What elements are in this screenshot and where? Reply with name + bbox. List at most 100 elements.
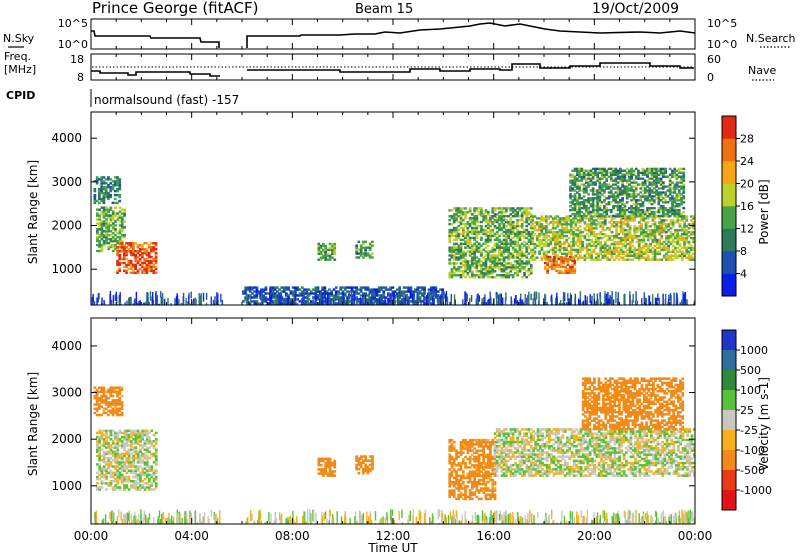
heatmap-cell [491,246,495,249]
heatmap-cell [489,230,492,234]
heatmap-cell [464,264,467,267]
heatmap-cell [641,203,645,206]
heatmap-cell [514,224,517,228]
heatmap-cell [653,187,656,190]
heatmap-cell [477,220,481,224]
heatmap-cell [127,267,131,271]
heatmap-cell [152,488,156,491]
heatmap-cell [127,250,131,253]
heatmap-cell [150,473,154,477]
heatmap-cell [556,254,559,257]
heatmap-cell [657,195,661,198]
heatmap-cell [659,169,663,172]
heatmap-cell [375,302,379,305]
heatmap-cell [102,188,106,191]
heatmap-cell [646,197,649,200]
heatmap-cell [685,250,689,253]
heatmap-cell [523,274,526,277]
heatmap-cell [640,219,643,222]
heatmap-cell [102,429,106,433]
speckle-mark [658,297,660,305]
heatmap-cell [123,480,126,483]
heatmap-cell [650,203,654,206]
heatmap-cell [619,177,622,180]
heatmap-cell [582,214,586,218]
heatmap-cell [576,210,579,214]
heatmap-cell [253,296,256,299]
heatmap-cell [480,238,483,241]
heatmap-cell [557,263,561,267]
heatmap-cell [502,266,506,269]
heatmap-cell [674,254,677,257]
speckle-mark [135,291,138,305]
heatmap-cell [324,250,327,253]
heatmap-cell [560,246,564,250]
heatmap-cell [591,175,595,178]
heatmap-cell [642,250,646,253]
heatmap-cell [114,477,117,481]
heatmap-cell [523,240,526,243]
heatmap-cell [450,256,454,259]
heatmap-cell [673,208,677,212]
heatmap-cell [658,246,661,250]
heatmap-cell [150,267,153,271]
heatmap-cell [682,197,686,200]
heatmap-cell [255,290,259,293]
heatmap-cell [109,394,113,398]
heatmap-cell [668,199,672,202]
heatmap-cell [601,233,605,236]
heatmap-cell [107,409,110,413]
heatmap-cell [495,230,499,234]
heatmap-cell [95,199,99,203]
heatmap-cell [525,220,529,224]
heatmap-cell [244,288,247,291]
heatmap-cell [125,253,128,257]
heatmap-cell [127,444,131,447]
heatmap-cell [572,233,575,236]
heatmap-cell [484,274,488,277]
speckle-mark [667,302,669,305]
heatmap-cell [300,298,304,301]
heatmap-cell [136,250,140,253]
heatmap-cell [573,175,577,178]
speckle-mark [581,302,583,305]
heatmap-cell [468,207,472,210]
heatmap-cell [690,246,693,250]
heatmap-cell [489,258,492,261]
heatmap-cell [664,208,667,212]
speckle-mark [496,292,499,299]
heatmap-cell [118,444,122,447]
heatmap-cell [592,242,596,246]
heatmap-cell [583,236,587,240]
heatmap-cell [660,242,664,246]
heatmap-cell [563,246,566,250]
heatmap-cell [102,210,106,213]
heatmap-cell [635,252,639,255]
heatmap-cell [596,197,599,200]
heatmap-cell [583,258,587,261]
heatmap-cell [653,240,657,244]
heatmap-cell [498,260,501,263]
heatmap-cell [152,446,156,449]
heatmap-cell [120,461,124,464]
heatmap-cell [480,252,483,255]
heatmap-cell [603,171,606,174]
heatmap-cell [599,221,603,224]
heatmap-cell [671,175,674,178]
heatmap-cell [141,446,144,449]
heatmap-cell [102,452,106,456]
heatmap-cell [648,183,652,186]
heatmap-cell [132,465,135,468]
speckle-mark [556,296,558,305]
heatmap-cell [493,207,497,210]
heatmap-cell [486,258,490,261]
heatmap-cell [660,225,664,228]
heatmap-cell [398,288,401,291]
heatmap-cell [596,191,599,194]
heatmap-cell [123,220,126,223]
speckle-mark [594,301,596,305]
heatmap-cell [628,195,631,198]
heatmap-cell [109,469,113,472]
heatmap-cell [516,211,519,214]
heatmap-cell [326,248,330,252]
